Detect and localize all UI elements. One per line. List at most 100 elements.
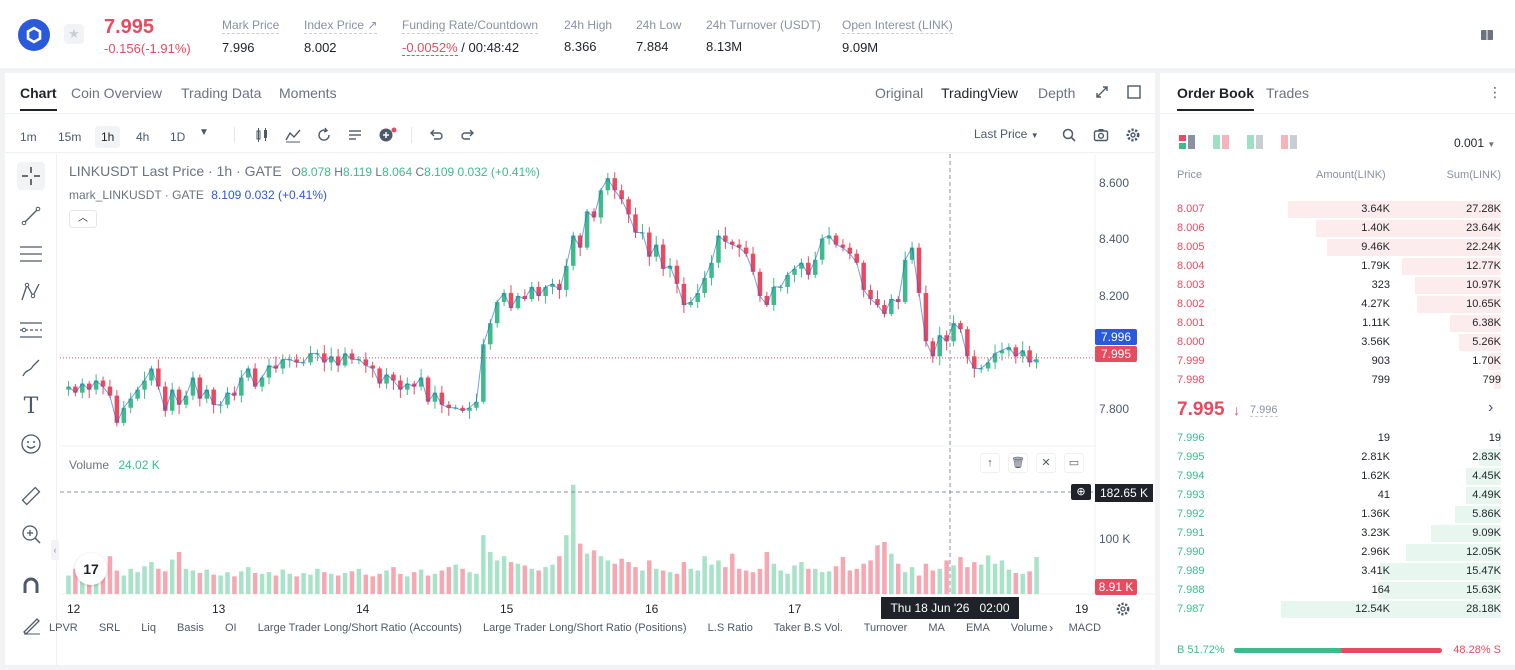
indicator-lt-accounts[interactable]: Large Trader Long/Short Ratio (Accounts) bbox=[257, 622, 462, 634]
indicator-basis[interactable]: Basis bbox=[177, 622, 204, 634]
ask-row[interactable]: 8.007 3.64K 27.28K bbox=[1160, 200, 1515, 219]
settings-list-icon[interactable] bbox=[346, 127, 364, 143]
view-bids-icon[interactable] bbox=[1247, 135, 1263, 149]
view-original[interactable]: Original bbox=[875, 85, 924, 101]
fib-tool-icon[interactable] bbox=[17, 316, 45, 344]
indicator-ma[interactable]: MA bbox=[928, 622, 945, 634]
magnet-tool-icon[interactable] bbox=[17, 572, 45, 600]
mid-mark-price[interactable]: 7.996 bbox=[1250, 404, 1278, 417]
precision-select[interactable]: 0.001 ▼ bbox=[1454, 136, 1495, 150]
favorite-star-icon[interactable]: ★ bbox=[64, 24, 84, 44]
view-bids-asks-icon[interactable] bbox=[1213, 135, 1229, 149]
timeframe-1d[interactable]: 1D bbox=[170, 130, 186, 144]
indicator-ema[interactable]: EMA bbox=[965, 622, 990, 634]
bid-row[interactable]: 7.996 19 19 bbox=[1160, 429, 1515, 448]
collapse-legend-icon[interactable]: ︿ bbox=[69, 210, 97, 228]
collapse-toolbar-icon[interactable]: ‹ bbox=[51, 540, 59, 560]
emoji-tool-icon[interactable] bbox=[17, 430, 45, 458]
indicator-volume[interactable]: Volume bbox=[1010, 622, 1048, 634]
add-indicator-icon[interactable] bbox=[378, 127, 397, 143]
ask-row[interactable]: 8.001 1.11K 6.38K bbox=[1160, 314, 1515, 333]
redo-icon[interactable] bbox=[459, 127, 477, 143]
collapse-pane-icon[interactable]: ✕ bbox=[1036, 453, 1056, 473]
indicator-lt-positions[interactable]: Large Trader Long/Short Ratio (Positions… bbox=[482, 622, 687, 634]
scroll-right-icon[interactable]: › bbox=[1049, 620, 1054, 635]
tradingview-logo-icon[interactable]: 17 bbox=[75, 553, 107, 585]
delete-pane-icon[interactable]: 🗑 bbox=[1008, 453, 1028, 473]
gear-icon[interactable] bbox=[1124, 127, 1142, 143]
expand-icon[interactable] bbox=[1095, 85, 1109, 104]
camera-icon[interactable] bbox=[1092, 127, 1110, 143]
candle-body bbox=[902, 259, 908, 303]
tab-moments[interactable]: Moments bbox=[279, 85, 337, 101]
ask-row[interactable]: 8.000 3.56K 5.26K bbox=[1160, 333, 1515, 352]
tab-trades[interactable]: Trades bbox=[1266, 85, 1310, 101]
timeframe-1m[interactable]: 1m bbox=[20, 130, 37, 144]
crosshair-tool-icon[interactable] bbox=[17, 162, 45, 190]
ask-row[interactable]: 8.006 1.40K 23.64K bbox=[1160, 219, 1515, 238]
bid-row[interactable]: 7.993 41 4.49K bbox=[1160, 486, 1515, 505]
timeframe-1h[interactable]: 1h bbox=[95, 126, 121, 148]
ask-row[interactable]: 8.003 323 10.97K bbox=[1160, 276, 1515, 295]
view-depth[interactable]: Depth bbox=[1038, 85, 1076, 101]
undo-icon[interactable] bbox=[427, 127, 445, 143]
bid-row[interactable]: 7.992 1.36K 5.86K bbox=[1160, 505, 1515, 524]
pattern-tool-icon[interactable] bbox=[17, 278, 45, 306]
ask-row[interactable]: 8.004 1.79K 12.77K bbox=[1160, 257, 1515, 276]
tab-order-book[interactable]: Order Book bbox=[1177, 85, 1255, 111]
candlestick-chart[interactable] bbox=[60, 154, 1155, 624]
indicator-macd[interactable]: MACD bbox=[1068, 622, 1102, 634]
ask-row[interactable]: 8.005 9.46K 22.24K bbox=[1160, 238, 1515, 257]
candle-type-icon[interactable] bbox=[253, 127, 271, 143]
bid-row[interactable]: 7.988 164 15.63K bbox=[1160, 581, 1515, 600]
view-asks-icon[interactable] bbox=[1281, 135, 1297, 149]
window-icon[interactable] bbox=[1127, 85, 1141, 104]
funding-rate-value[interactable]: -0.0052% bbox=[402, 40, 458, 56]
ask-row[interactable]: 8.002 4.27K 10.65K bbox=[1160, 295, 1515, 314]
horizontal-lines-tool-icon[interactable] bbox=[17, 240, 45, 268]
tab-chart[interactable]: Chart bbox=[20, 85, 57, 111]
bid-row[interactable]: 7.994 1.62K 4.45K bbox=[1160, 467, 1515, 486]
move-pane-up-icon[interactable]: ↑ bbox=[980, 453, 1000, 473]
indicators-icon[interactable] bbox=[284, 127, 302, 143]
stat-label[interactable]: Index Price ↗ bbox=[304, 18, 378, 34]
ask-row[interactable]: 7.998 799 799 bbox=[1160, 371, 1515, 390]
chevron-right-icon[interactable]: › bbox=[1488, 399, 1494, 416]
add-order-icon[interactable]: ⊕ bbox=[1071, 484, 1091, 500]
indicator-liq[interactable]: Liq bbox=[141, 622, 156, 634]
ask-row[interactable]: 7.999 903 1.70K bbox=[1160, 352, 1515, 371]
tab-coin-overview[interactable]: Coin Overview bbox=[71, 85, 163, 101]
view-both-icon[interactable] bbox=[1179, 135, 1195, 149]
bid-row[interactable]: 7.995 2.81K 2.83K bbox=[1160, 448, 1515, 467]
view-tradingview[interactable]: TradingView bbox=[941, 85, 1019, 101]
text-tool-icon[interactable]: T bbox=[23, 393, 39, 419]
search-icon[interactable] bbox=[1060, 127, 1078, 143]
stat-index-price[interactable]: Index Price ↗ 8.002 bbox=[304, 18, 378, 55]
bid-row[interactable]: 7.989 3.41K 15.47K bbox=[1160, 562, 1515, 581]
bid-row[interactable]: 7.991 3.23K 9.09K bbox=[1160, 524, 1515, 543]
timeframe-4h[interactable]: 4h bbox=[136, 130, 150, 144]
volume-bar bbox=[73, 568, 78, 594]
bid-row[interactable]: 7.990 2.96K 12.05K bbox=[1160, 543, 1515, 562]
guide-book-icon[interactable] bbox=[1480, 28, 1494, 42]
zoom-in-icon[interactable] bbox=[17, 520, 45, 548]
timeframe-dropdown-icon[interactable]: ▼ bbox=[199, 127, 209, 138]
bid-row[interactable]: 7.987 12.54K 28.18K bbox=[1160, 600, 1515, 619]
time-settings-icon[interactable] bbox=[1115, 601, 1131, 622]
indicator-turnover[interactable]: Turnover bbox=[863, 622, 908, 634]
indicator-srl[interactable]: SRL bbox=[98, 622, 121, 634]
refresh-icon[interactable] bbox=[315, 127, 333, 143]
draw-lock-icon[interactable] bbox=[17, 610, 45, 638]
indicator-ls-ratio[interactable]: L.S Ratio bbox=[707, 622, 753, 634]
indicator-taker-vol[interactable]: Taker B.S Vol. bbox=[773, 622, 843, 634]
tab-trading-data[interactable]: Trading Data bbox=[181, 85, 262, 101]
trend-line-tool-icon[interactable] bbox=[17, 202, 45, 230]
brush-tool-icon[interactable] bbox=[17, 354, 45, 382]
price-source-select[interactable]: Last Price ▼ bbox=[974, 127, 1039, 141]
more-options-icon[interactable]: ⋮ bbox=[1488, 84, 1502, 100]
timeframe-15m[interactable]: 15m bbox=[58, 130, 82, 144]
indicator-lpvr[interactable]: LPVR bbox=[49, 622, 78, 634]
ruler-tool-icon[interactable] bbox=[17, 482, 45, 510]
indicator-oi[interactable]: OI bbox=[225, 622, 237, 634]
maximize-pane-icon[interactable]: ▭ bbox=[1064, 453, 1084, 473]
